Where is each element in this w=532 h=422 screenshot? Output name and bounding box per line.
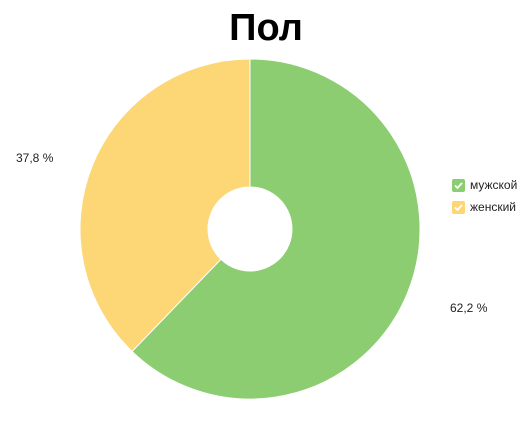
legend-item-male[interactable]: мужской <box>452 174 517 196</box>
donut-slice-male[interactable] <box>131 58 421 400</box>
chart-title: Пол <box>229 7 303 49</box>
donut-slice-female[interactable] <box>79 58 251 353</box>
legend-item-female[interactable]: женский <box>452 196 517 218</box>
legend: мужской женский <box>452 174 517 218</box>
checkbox-checked-icon[interactable] <box>452 200 465 214</box>
checkbox-checked-icon[interactable] <box>452 178 465 192</box>
legend-label: женский <box>470 200 516 214</box>
slice-label-male: 62,2 % <box>450 301 488 315</box>
slice-label-female: 37,8 % <box>16 151 54 165</box>
legend-label: мужской <box>470 178 518 192</box>
